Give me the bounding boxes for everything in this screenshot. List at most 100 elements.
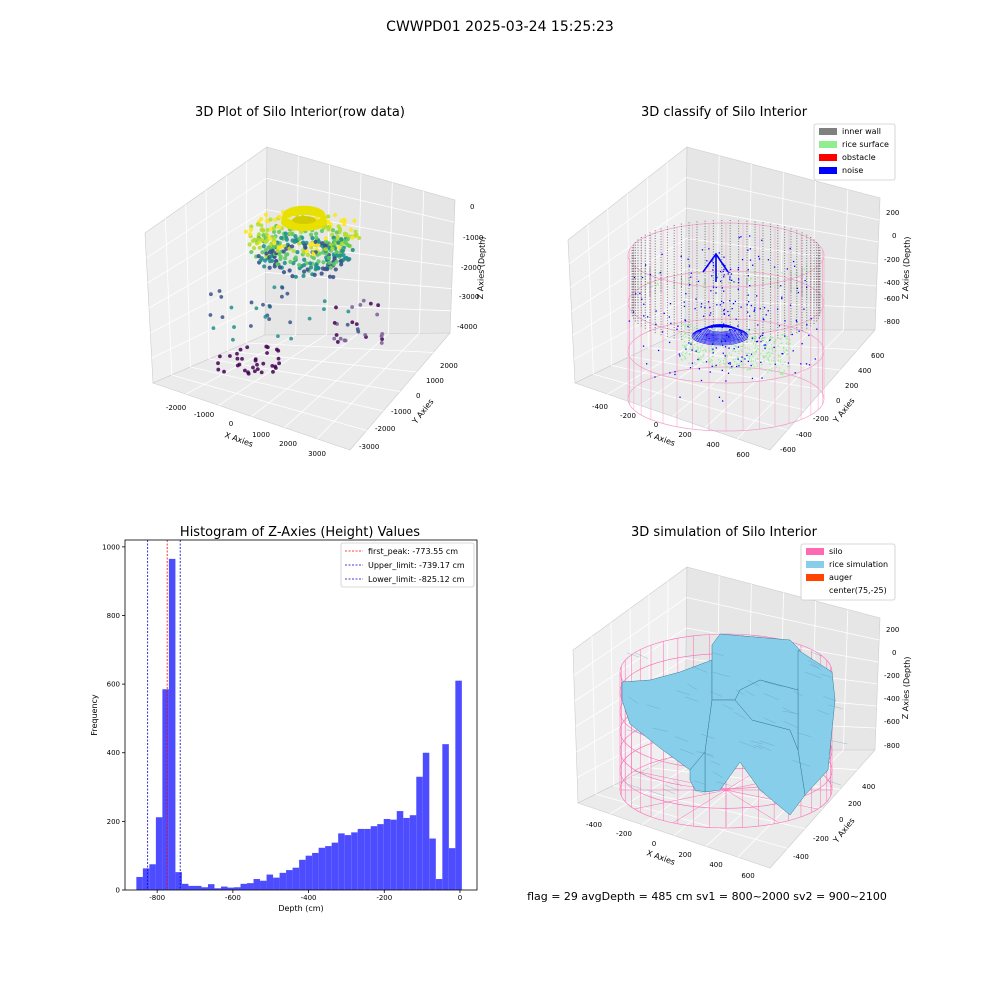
rice-surface-point bbox=[684, 347, 686, 349]
raw-point bbox=[375, 312, 380, 317]
rice-surface-point bbox=[784, 351, 786, 353]
rice-surface-mesh bbox=[628, 784, 642, 789]
noise-point bbox=[709, 306, 711, 309]
rice-surface-point bbox=[683, 346, 685, 349]
noise-point bbox=[721, 400, 724, 402]
rice-surface-point bbox=[696, 343, 698, 345]
rice-surface-point bbox=[771, 348, 773, 350]
rice-surface-point bbox=[755, 351, 758, 353]
rice-surface-mesh bbox=[662, 788, 675, 795]
rice-surface-point bbox=[684, 325, 686, 327]
raw-point bbox=[287, 268, 292, 273]
noise-point bbox=[800, 363, 802, 365]
rice-surface-point bbox=[750, 359, 752, 361]
noise-point bbox=[750, 304, 753, 307]
rice-surface-point bbox=[783, 346, 785, 349]
raw-point bbox=[332, 321, 337, 325]
classify-y-label: Y Axies bbox=[831, 396, 857, 425]
raw-point bbox=[271, 369, 275, 374]
noise-point bbox=[761, 239, 763, 241]
sim-z-ticks: 200 0 -200 -400 -600 -800 bbox=[884, 626, 900, 750]
noise-point bbox=[644, 264, 647, 266]
noise-point bbox=[723, 290, 725, 292]
classify-point-cloud bbox=[627, 220, 825, 432]
raw-point bbox=[272, 229, 277, 235]
legend-label-obstacle: obstacle bbox=[842, 153, 876, 162]
raw-point bbox=[283, 256, 288, 261]
noise-point bbox=[784, 320, 786, 322]
rice-surface-point bbox=[655, 284, 657, 287]
hist-bar bbox=[377, 824, 384, 890]
raw-point bbox=[261, 244, 266, 249]
silo-floor-spoke bbox=[725, 789, 780, 824]
rice-surface-point bbox=[688, 338, 690, 340]
rice-surface-point bbox=[700, 347, 702, 349]
raw-point bbox=[336, 245, 342, 250]
rice-surface-point bbox=[717, 359, 720, 361]
classify-legend-frame bbox=[813, 123, 896, 181]
rice-surface-point bbox=[723, 357, 726, 359]
rice-surface-point bbox=[693, 343, 696, 346]
rice-surface-point bbox=[685, 357, 687, 359]
raw-point bbox=[361, 298, 366, 303]
legend-swatch-rice-surface bbox=[819, 141, 837, 148]
rice-surface-point bbox=[763, 355, 765, 357]
raw-point bbox=[229, 305, 234, 310]
raw-point bbox=[336, 240, 341, 245]
rice-surface-mesh bbox=[750, 740, 763, 745]
noise-point bbox=[725, 326, 728, 328]
rice-surface-point bbox=[725, 335, 727, 337]
rice-surface-point bbox=[750, 278, 752, 280]
rice-surface-point bbox=[737, 350, 740, 353]
noise-point bbox=[710, 290, 712, 292]
hist-bars bbox=[136, 558, 462, 890]
noise-point bbox=[712, 269, 714, 271]
raw-point bbox=[281, 249, 286, 254]
sim-y-tick: 0 bbox=[839, 816, 843, 824]
raw-x-label: X Axies bbox=[223, 430, 254, 449]
noise-point bbox=[728, 347, 730, 349]
noise-point bbox=[725, 380, 727, 382]
raw-point bbox=[252, 369, 257, 374]
raw-title: 3D Plot of Silo Interior(row data) bbox=[195, 105, 405, 120]
rice-surface-mesh bbox=[674, 736, 689, 742]
raw-x-tick: 3000 bbox=[308, 450, 326, 458]
noise-point bbox=[661, 331, 664, 333]
raw-point bbox=[328, 265, 333, 270]
noise-point bbox=[747, 301, 750, 303]
rice-surface-point bbox=[738, 353, 740, 355]
rice-surface-mesh bbox=[826, 780, 842, 786]
rice-surface-point bbox=[728, 333, 730, 336]
rice-surface-facet bbox=[689, 751, 706, 793]
raw-point bbox=[331, 274, 336, 280]
rice-surface-point bbox=[770, 370, 772, 372]
noise-point bbox=[641, 276, 644, 279]
rice-surface-point bbox=[773, 357, 775, 359]
noise-point bbox=[698, 368, 701, 370]
noise-point bbox=[786, 268, 789, 270]
noise-point bbox=[723, 308, 726, 311]
noise-point bbox=[740, 236, 742, 238]
noise-point bbox=[691, 349, 693, 351]
noise-point bbox=[643, 315, 645, 317]
raw-point bbox=[280, 294, 284, 299]
raw-y-label: Y Axies bbox=[410, 397, 436, 426]
sim-x-tick: 600 bbox=[741, 872, 754, 880]
raw-point bbox=[272, 285, 277, 290]
rice-surface-point bbox=[691, 334, 694, 336]
noise-point bbox=[781, 296, 783, 298]
rice-surface-point bbox=[640, 274, 642, 276]
noise-point bbox=[722, 270, 724, 273]
legend-label-center: center(75,-25) bbox=[829, 586, 887, 595]
raw-point bbox=[243, 368, 247, 373]
raw-point bbox=[276, 214, 282, 219]
rice-surface-point bbox=[730, 354, 732, 356]
noise-cluster bbox=[707, 324, 733, 333]
raw-point bbox=[245, 345, 250, 350]
noise-point bbox=[694, 307, 696, 310]
raw-point bbox=[368, 301, 373, 306]
sim-x-tick: 400 bbox=[709, 861, 722, 869]
raw-point bbox=[376, 303, 381, 308]
rice-surface-point bbox=[778, 370, 780, 372]
rice-surface-point bbox=[687, 323, 689, 326]
